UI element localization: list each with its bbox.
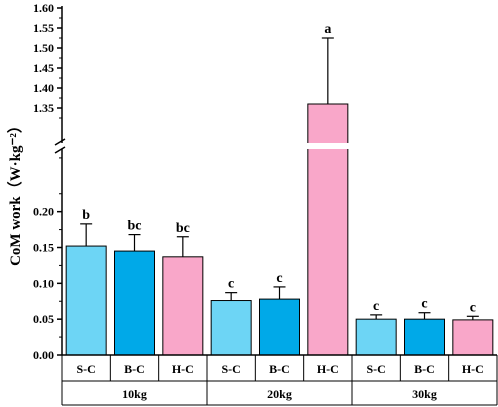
significance-label: bc (176, 221, 190, 236)
y-tick-label: 0.10 (33, 276, 54, 290)
x-category-label: B-C (414, 362, 435, 376)
bar-10kg-H-C (162, 256, 204, 356)
bars-layer: b bc bc c c a c c c (65, 22, 494, 356)
bar-20kg-S-C (210, 300, 252, 356)
y-tick-label: 1.35 (33, 101, 54, 115)
axis-break-mark (54, 146, 66, 154)
x-category-label: H-C (317, 362, 339, 376)
y-axis-title: CoM work（W·kg⁻²） (6, 118, 24, 266)
significance-label: a (324, 22, 331, 37)
x-category-label: B-C (124, 362, 145, 376)
axis-break-mark (54, 138, 66, 146)
bar-10kg-B-C (114, 250, 155, 356)
x-category-label: H-C (172, 362, 194, 376)
axes-frame (0, 6, 498, 356)
significance-label: c (421, 297, 427, 312)
y-tick-label: 0.15 (33, 241, 54, 255)
y-tick-label: 0.20 (33, 205, 54, 219)
bar-30kg-S-C (355, 318, 397, 356)
significance-label: b (82, 208, 90, 223)
bar-20kg-H-C (307, 103, 349, 356)
x-category-label: S-C (366, 362, 385, 376)
axis-break-gap (0, 143, 498, 149)
x-group-label: 30kg (412, 387, 437, 401)
significance-label: bc (128, 219, 142, 234)
x-group-label: 10kg (122, 387, 147, 401)
x-category-label: S-C (221, 362, 240, 376)
x-category-label: H-C (462, 362, 484, 376)
y-tick-label: 0.00 (33, 348, 54, 362)
bar-10kg-S-C (65, 245, 107, 356)
bar-30kg-H-C (452, 319, 494, 356)
y-tick-label: 1.55 (33, 21, 54, 35)
y-axis-ticks: 0.00 0.05 0.10 0.15 0.20 1.35 1.40 1.45 1.50 1.55… (33, 1, 62, 362)
y-tick-label: 0.05 (33, 312, 54, 326)
y-tick-label: 1.60 (33, 1, 54, 15)
bar-30kg-B-C (404, 318, 445, 356)
significance-label: c (470, 300, 476, 315)
x-category-label: B-C (269, 362, 290, 376)
y-tick-label: 1.40 (33, 81, 54, 95)
significance-label: c (373, 299, 379, 314)
bar-20kg-B-C (259, 298, 300, 356)
significance-label: c (228, 277, 234, 292)
x-group-label: 20kg (267, 387, 292, 401)
x-category-label: S-C (76, 362, 95, 376)
y-tick-label: 1.45 (33, 61, 54, 75)
y-tick-label: 1.50 (33, 41, 54, 55)
significance-label: c (276, 271, 282, 286)
x-axis-category-table: S-C B-C H-C 10kg S-C B-C H-C 20kg S-C B-C H-C 30kg (61, 355, 498, 406)
